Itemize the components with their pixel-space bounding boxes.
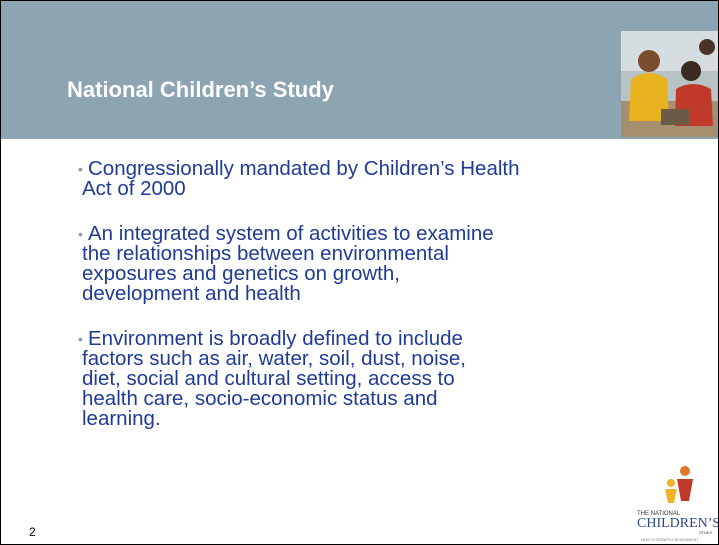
- bullet-dot: •: [78, 331, 83, 347]
- logo-line1: THE NATIONAL: [637, 511, 681, 517]
- bullet-text: learning.: [82, 407, 161, 430]
- logo-tagline: HEALTH GROWTH ENVIRONMENT: [641, 538, 699, 542]
- logo: THE NATIONAL CHILDREN’S STUDY HEALTH GRO…: [637, 466, 719, 542]
- bullet-text: diet, social and cultural setting, acces…: [82, 367, 455, 390]
- header-bar: [1, 1, 718, 141]
- bullet-text: exposures and genetics on growth,: [82, 262, 400, 285]
- bullet-text: Environment is broadly defined to includ…: [88, 327, 463, 350]
- photo: [621, 31, 718, 137]
- bullet-text: Act of 2000: [82, 177, 186, 200]
- slide-number: 2: [29, 525, 36, 539]
- logo-line2: CHILDREN’S: [637, 516, 719, 531]
- bullet-text: development and health: [82, 282, 301, 305]
- bullet-text: An integrated system of activities to ex…: [88, 222, 494, 245]
- bullet-text: Congressionally mandated by Children’s H…: [88, 157, 520, 180]
- bullet-dot: •: [78, 161, 83, 177]
- bullet-text: health care, socio-economic status and: [82, 387, 438, 410]
- bullet-text: the relationships between environmental: [82, 242, 449, 265]
- slide-title: National Children’s Study: [67, 77, 334, 102]
- bullet-dot: •: [78, 226, 83, 242]
- bullet-text: factors such as air, water, soil, dust, …: [82, 347, 466, 370]
- logo-line3: STUDY: [699, 530, 713, 535]
